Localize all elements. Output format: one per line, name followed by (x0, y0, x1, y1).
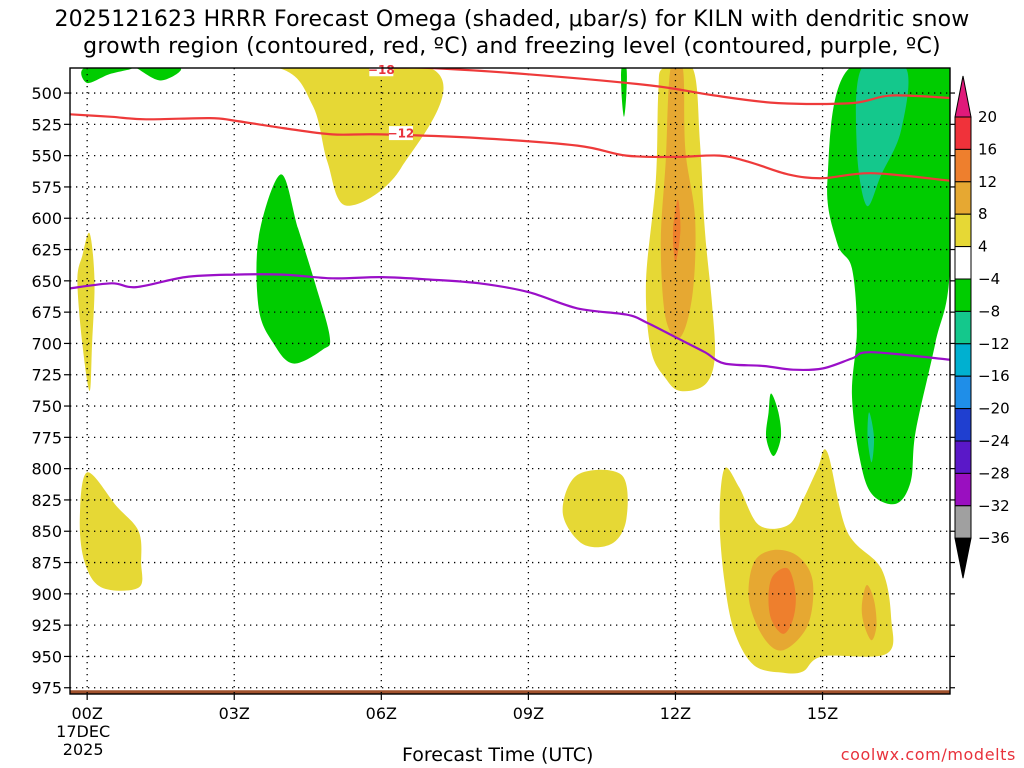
colorbar-label: 16 (978, 140, 997, 158)
colorbar-label: −12 (978, 335, 1010, 353)
x-tick-label: 03Z (219, 704, 250, 723)
y-tick-label: 800 (31, 460, 62, 479)
omega-region-teal-x16-lower (867, 412, 875, 463)
contour-label: −12 (388, 127, 415, 141)
colorbar-cell (954, 505, 972, 539)
colorbar-label: −24 (978, 432, 1010, 450)
colorbar-cell (954, 408, 972, 442)
colorbar-cell (954, 148, 972, 183)
colorbar-label: 20 (978, 108, 997, 126)
plot-frame (69, 67, 951, 695)
x-tick-label: 12Z (660, 704, 691, 723)
omega-region-dark-orange-x14 (768, 567, 796, 634)
y-tick-label: 575 (31, 178, 62, 197)
colorbar-label: −32 (978, 497, 1010, 515)
dotted-grid (70, 68, 950, 694)
chart-title: 2025121623 HRRR Forecast Omega (shaded, … (0, 6, 1024, 60)
colorbar-bottom-arrow (954, 537, 972, 579)
colorbar-label: −16 (978, 367, 1010, 385)
colorbar-cell (954, 213, 972, 248)
omega-region-green-x0-left (81, 68, 132, 84)
omega-region-green-x11 (621, 68, 627, 117)
y-tick-label: 825 (31, 491, 62, 510)
date-label: 17DEC (56, 722, 110, 741)
y-tick-label: 900 (31, 585, 62, 604)
colorbar-cell (954, 116, 972, 150)
y-tick-label: 675 (31, 303, 62, 322)
colorbar-cell (954, 440, 972, 474)
omega-region-yellow-top-left (175, 68, 444, 206)
omega-region-teal-x16-upper (855, 68, 909, 207)
y-tick-label: 975 (31, 679, 62, 698)
omega-region-green-x0-top (131, 68, 182, 81)
credit-text: coolwx.com/modelts (840, 745, 1016, 764)
y-tick-label: 775 (31, 428, 62, 447)
y-tick-label: 600 (31, 209, 62, 228)
contour-lines (70, 68, 950, 372)
y-axis: 500 525 550 575 600 625 650 675 700 725 750 775 800 8… (31, 84, 955, 698)
omega-region-yellow-x10 (562, 469, 628, 548)
y-tick-label: 725 (31, 366, 62, 385)
chart-title-line2: growth region (contoured, red, ºC) and f… (83, 34, 941, 59)
contour-label: −18 (368, 63, 395, 77)
y-tick-label: 625 (31, 241, 62, 260)
contour-label-bg (388, 126, 413, 141)
colorbar-top-arrow (954, 75, 972, 118)
contour-label-bg (369, 62, 394, 77)
colorbar-label: −4 (978, 270, 1000, 288)
colorbar-cell (954, 472, 972, 507)
colorbar-cell (954, 246, 972, 280)
chart-title-line1: 2025121623 HRRR Forecast Omega (shaded, … (54, 7, 970, 32)
y-tick-label: 750 (31, 397, 62, 416)
x-tick-label: 15Z (807, 704, 838, 723)
colorbar-cell (954, 343, 972, 377)
colorbar-cell (954, 181, 972, 215)
omega-shading (70, 68, 950, 694)
colorbar-label: 8 (978, 205, 988, 223)
ground-strip (70, 690, 950, 694)
omega-region-yellow-x0-low (79, 472, 143, 591)
omega-region-yellow-x0-thin (77, 232, 95, 391)
y-tick-label: 700 (31, 334, 62, 353)
colorbar-cell (954, 310, 972, 345)
contour-dgz-minus-18 (375, 68, 950, 106)
x-tick-label: 00Z (71, 704, 102, 723)
y-tick-label: 550 (31, 147, 62, 166)
omega-region-green-x14 (766, 393, 782, 457)
date-label: 2025 (63, 740, 104, 759)
colorbar-label: −36 (978, 529, 1010, 547)
y-tick-label: 525 (31, 115, 62, 134)
omega-region-green-x4 (256, 174, 331, 364)
x-tick-label: 09Z (513, 704, 544, 723)
colorbar-label: −8 (978, 302, 1000, 320)
colorbar-label: −20 (978, 400, 1010, 418)
colorbar-label: 12 (978, 173, 997, 191)
x-tick-label: 06Z (366, 704, 397, 723)
y-tick-label: 925 (31, 616, 62, 635)
y-tick-label: 500 (31, 84, 62, 103)
y-tick-label: 950 (31, 647, 62, 666)
y-tick-label: 850 (31, 522, 62, 541)
contour-dgz-minus-12 (70, 113, 950, 182)
y-tick-label: 650 (31, 272, 62, 291)
colorbar-label: 4 (978, 238, 988, 256)
x-axis-label: Forecast Time (UTC) (402, 744, 594, 766)
contour-labels: −18 −12 (368, 62, 415, 141)
omega-region-orange-x16 (861, 585, 877, 641)
colorbar-label: −28 (978, 464, 1010, 482)
colorbar-cell (954, 375, 972, 410)
omega-region-dark-orange-x12 (672, 199, 681, 263)
y-tick-label: 875 (31, 554, 62, 573)
colorbar-cell (954, 278, 972, 312)
contour-freezing-level (70, 273, 950, 372)
colorbar: 20 16 12 8 4 −4 −8 −12 −16 −20 −24 −28 −32 −36 (954, 75, 1010, 579)
